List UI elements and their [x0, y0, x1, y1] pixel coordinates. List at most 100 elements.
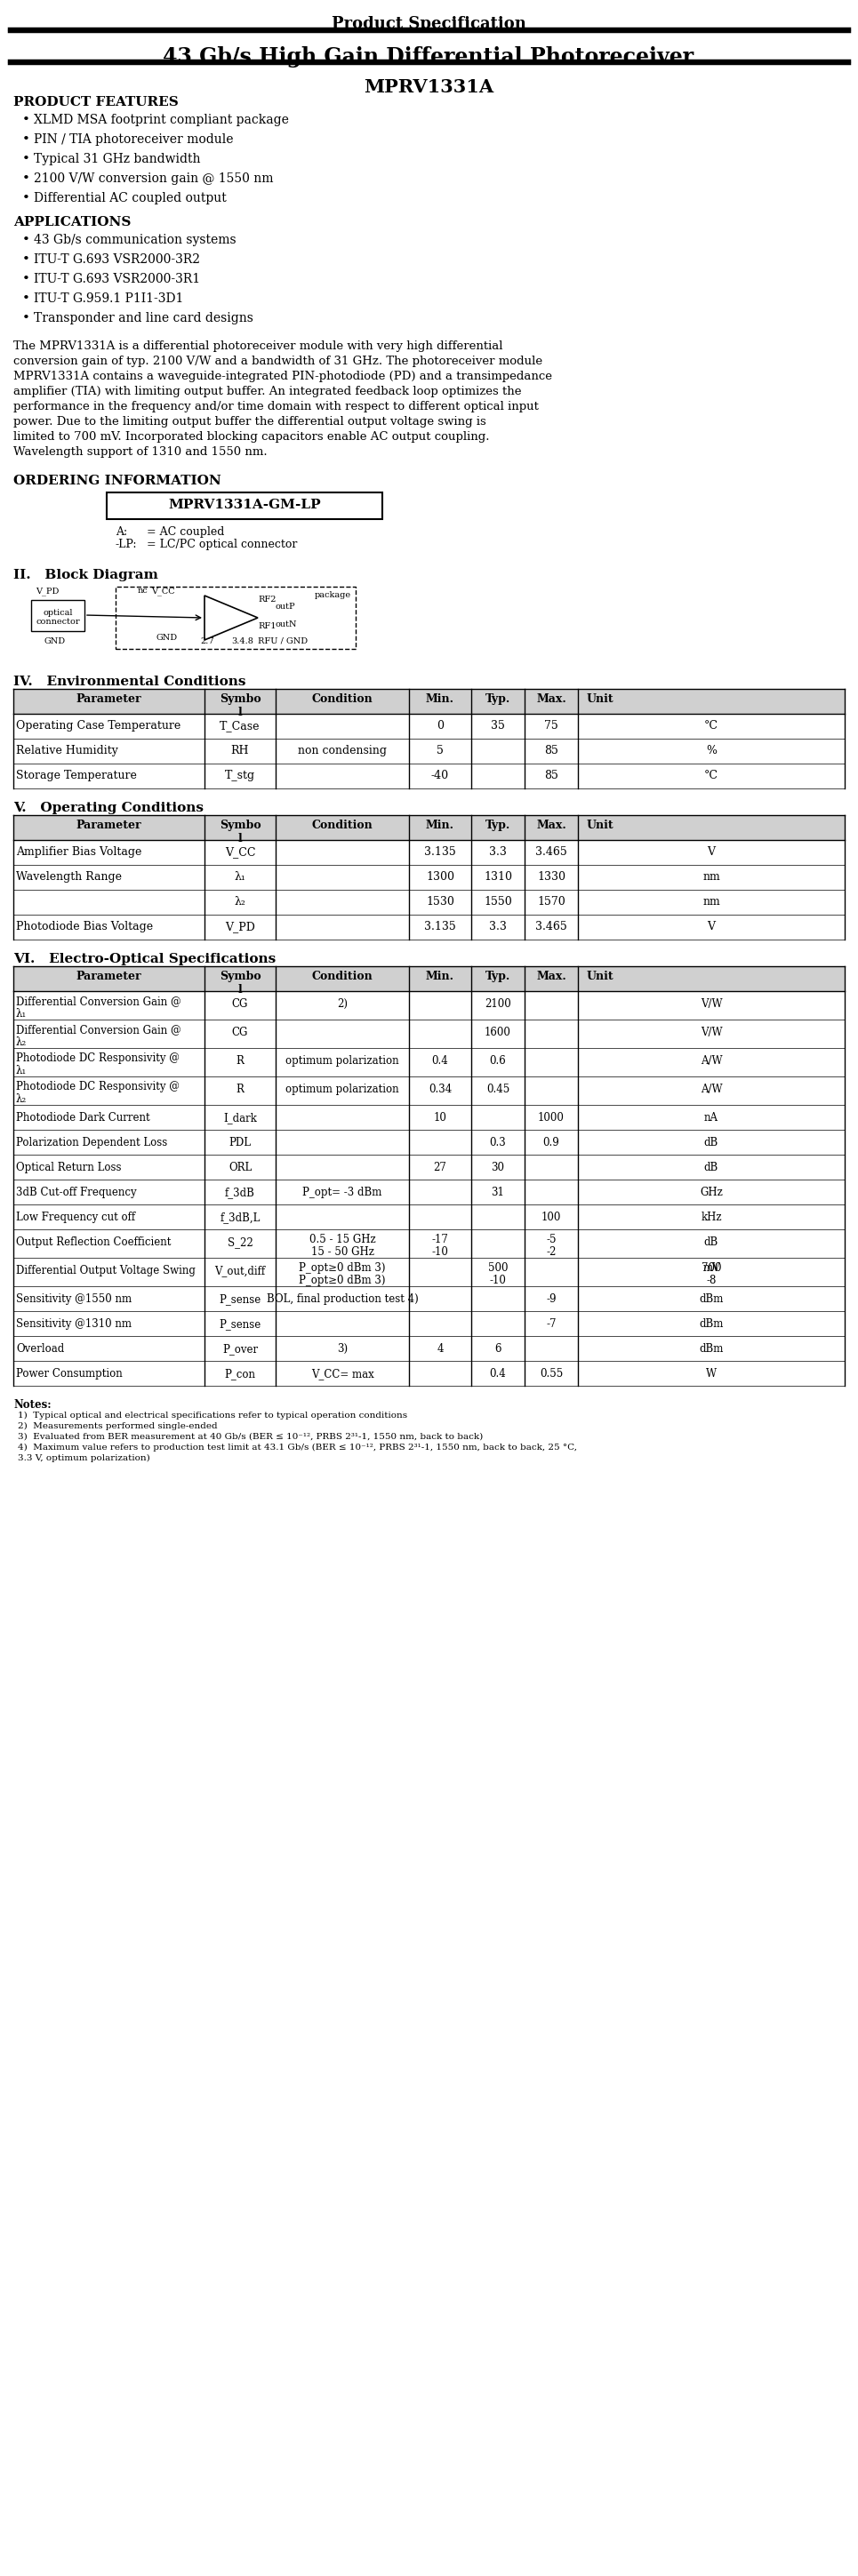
- Text: nc: nc: [138, 587, 148, 595]
- Text: •: •: [22, 152, 30, 165]
- Text: Optical Return Loss: Optical Return Loss: [16, 1162, 121, 1172]
- Text: Product Specification: Product Specification: [331, 15, 526, 31]
- Text: BOL, final production test 4): BOL, final production test 4): [266, 1293, 418, 1306]
- Text: optimum polarization: optimum polarization: [286, 1056, 399, 1066]
- Text: V: V: [707, 848, 716, 858]
- Text: 0.6: 0.6: [490, 1056, 506, 1066]
- Text: APPLICATIONS: APPLICATIONS: [14, 216, 131, 229]
- Text: MPRV1331A-GM-LP: MPRV1331A-GM-LP: [168, 500, 321, 510]
- Text: PRODUCT FEATURES: PRODUCT FEATURES: [14, 95, 178, 108]
- Text: Sensitivity @1550 nm: Sensitivity @1550 nm: [16, 1293, 131, 1306]
- Text: = AC coupled: = AC coupled: [147, 526, 225, 538]
- Text: T_Case: T_Case: [220, 721, 260, 732]
- Text: Amplifier Bias Voltage: Amplifier Bias Voltage: [16, 848, 142, 858]
- Text: 500: 500: [488, 1262, 508, 1273]
- Text: MPRV1331A: MPRV1331A: [364, 77, 493, 95]
- Text: 2100: 2100: [485, 999, 511, 1010]
- Text: f_3dB,L: f_3dB,L: [220, 1211, 260, 1224]
- Text: Parameter: Parameter: [76, 971, 142, 981]
- Text: Notes:: Notes:: [14, 1399, 51, 1412]
- Text: λ₁: λ₁: [16, 1064, 27, 1077]
- Text: Max.: Max.: [536, 819, 566, 832]
- Text: 85: 85: [544, 770, 559, 781]
- Text: 15 - 50 GHz: 15 - 50 GHz: [311, 1247, 374, 1257]
- Text: optical: optical: [43, 608, 73, 616]
- Text: Symbo
l: Symbo l: [220, 693, 261, 719]
- Text: Unit: Unit: [587, 819, 613, 832]
- Text: optimum polarization: optimum polarization: [286, 1084, 399, 1095]
- Text: RH: RH: [231, 744, 249, 757]
- Text: Photodiode DC Responsivity @: Photodiode DC Responsivity @: [16, 1054, 179, 1064]
- Text: V.   Operating Conditions: V. Operating Conditions: [14, 801, 203, 814]
- Polygon shape: [204, 595, 258, 639]
- Text: P_opt= -3 dBm: P_opt= -3 dBm: [303, 1188, 382, 1198]
- Text: V_PD: V_PD: [225, 920, 255, 933]
- Text: nm: nm: [703, 871, 720, 884]
- Text: S_22: S_22: [227, 1236, 253, 1247]
- Text: nA: nA: [704, 1113, 718, 1123]
- Text: •: •: [22, 173, 30, 185]
- Text: VI.   Electro-Optical Specifications: VI. Electro-Optical Specifications: [14, 953, 276, 966]
- Text: 75: 75: [544, 721, 559, 732]
- Text: λ₂: λ₂: [16, 1092, 27, 1105]
- Text: Photodiode Bias Voltage: Photodiode Bias Voltage: [16, 920, 153, 933]
- Text: V_out,diff: V_out,diff: [214, 1265, 265, 1278]
- Text: dB: dB: [704, 1136, 718, 1149]
- Text: XLMD MSA footprint compliant package: XLMD MSA footprint compliant package: [33, 113, 289, 126]
- Text: 100: 100: [541, 1211, 561, 1224]
- Text: connector: connector: [36, 618, 80, 626]
- Text: 2.7: 2.7: [200, 636, 214, 647]
- Text: outP: outP: [275, 603, 296, 611]
- Text: Operating Case Temperature: Operating Case Temperature: [16, 721, 181, 732]
- Text: package: package: [315, 590, 351, 600]
- Text: dB: dB: [704, 1236, 718, 1247]
- Text: 1300: 1300: [426, 871, 455, 884]
- Text: 1000: 1000: [538, 1113, 565, 1123]
- Text: amplifier (TIA) with limiting output buffer. An integrated feedback loop optimiz: amplifier (TIA) with limiting output buf…: [14, 386, 522, 397]
- Text: Parameter: Parameter: [76, 693, 142, 706]
- Text: P_con: P_con: [225, 1368, 256, 1381]
- Text: 1330: 1330: [537, 871, 565, 884]
- Text: V/W: V/W: [700, 1028, 722, 1038]
- Text: 2100 V/W conversion gain @ 1550 nm: 2100 V/W conversion gain @ 1550 nm: [33, 173, 274, 185]
- Text: -40: -40: [432, 770, 449, 781]
- Text: 0.9: 0.9: [543, 1136, 559, 1149]
- Text: 0.34: 0.34: [428, 1084, 452, 1095]
- Text: 3.135: 3.135: [424, 920, 456, 933]
- Text: P_opt≥0 dBm 3): P_opt≥0 dBm 3): [299, 1275, 385, 1285]
- Text: 3.4.8: 3.4.8: [231, 636, 253, 647]
- Text: limited to 700 mV. Incorporated blocking capacitors enable AC output coupling.: limited to 700 mV. Incorporated blocking…: [14, 430, 489, 443]
- Text: 2): 2): [337, 999, 347, 1010]
- Text: -17: -17: [432, 1234, 449, 1244]
- Text: T_stg: T_stg: [225, 770, 255, 781]
- Bar: [14, 814, 844, 840]
- Text: Typ.: Typ.: [486, 693, 511, 706]
- Text: CG: CG: [232, 1028, 248, 1038]
- Text: kHz: kHz: [701, 1211, 722, 1224]
- Text: P_opt≥0 dBm 3): P_opt≥0 dBm 3): [299, 1262, 385, 1273]
- Text: f_3dB: f_3dB: [225, 1188, 255, 1198]
- Text: •: •: [22, 193, 30, 204]
- Text: •: •: [22, 273, 30, 286]
- Text: •: •: [22, 234, 30, 247]
- Bar: [14, 966, 844, 992]
- Text: Min.: Min.: [426, 693, 455, 706]
- Text: 6: 6: [494, 1342, 501, 1355]
- Text: •: •: [22, 252, 30, 265]
- Text: 10: 10: [433, 1113, 447, 1123]
- Text: conversion gain of typ. 2100 V/W and a bandwidth of 31 GHz. The photoreceiver mo: conversion gain of typ. 2100 V/W and a b…: [14, 355, 542, 368]
- Text: •: •: [22, 294, 30, 304]
- Text: 35: 35: [491, 721, 505, 732]
- Text: Differential Conversion Gain @: Differential Conversion Gain @: [16, 1025, 181, 1036]
- Text: 1570: 1570: [537, 896, 565, 907]
- Text: Photodiode DC Responsivity @: Photodiode DC Responsivity @: [16, 1082, 179, 1092]
- Text: 85: 85: [544, 744, 559, 757]
- Bar: [106, 492, 383, 520]
- Text: GHz: GHz: [700, 1188, 722, 1198]
- Text: -5: -5: [547, 1234, 556, 1244]
- Text: %: %: [706, 744, 716, 757]
- Text: Overload: Overload: [16, 1342, 64, 1355]
- Text: 1)  Typical optical and electrical specifications refer to typical operation con: 1) Typical optical and electrical specif…: [18, 1412, 408, 1419]
- Text: ORL: ORL: [228, 1162, 251, 1172]
- Text: 4: 4: [437, 1342, 444, 1355]
